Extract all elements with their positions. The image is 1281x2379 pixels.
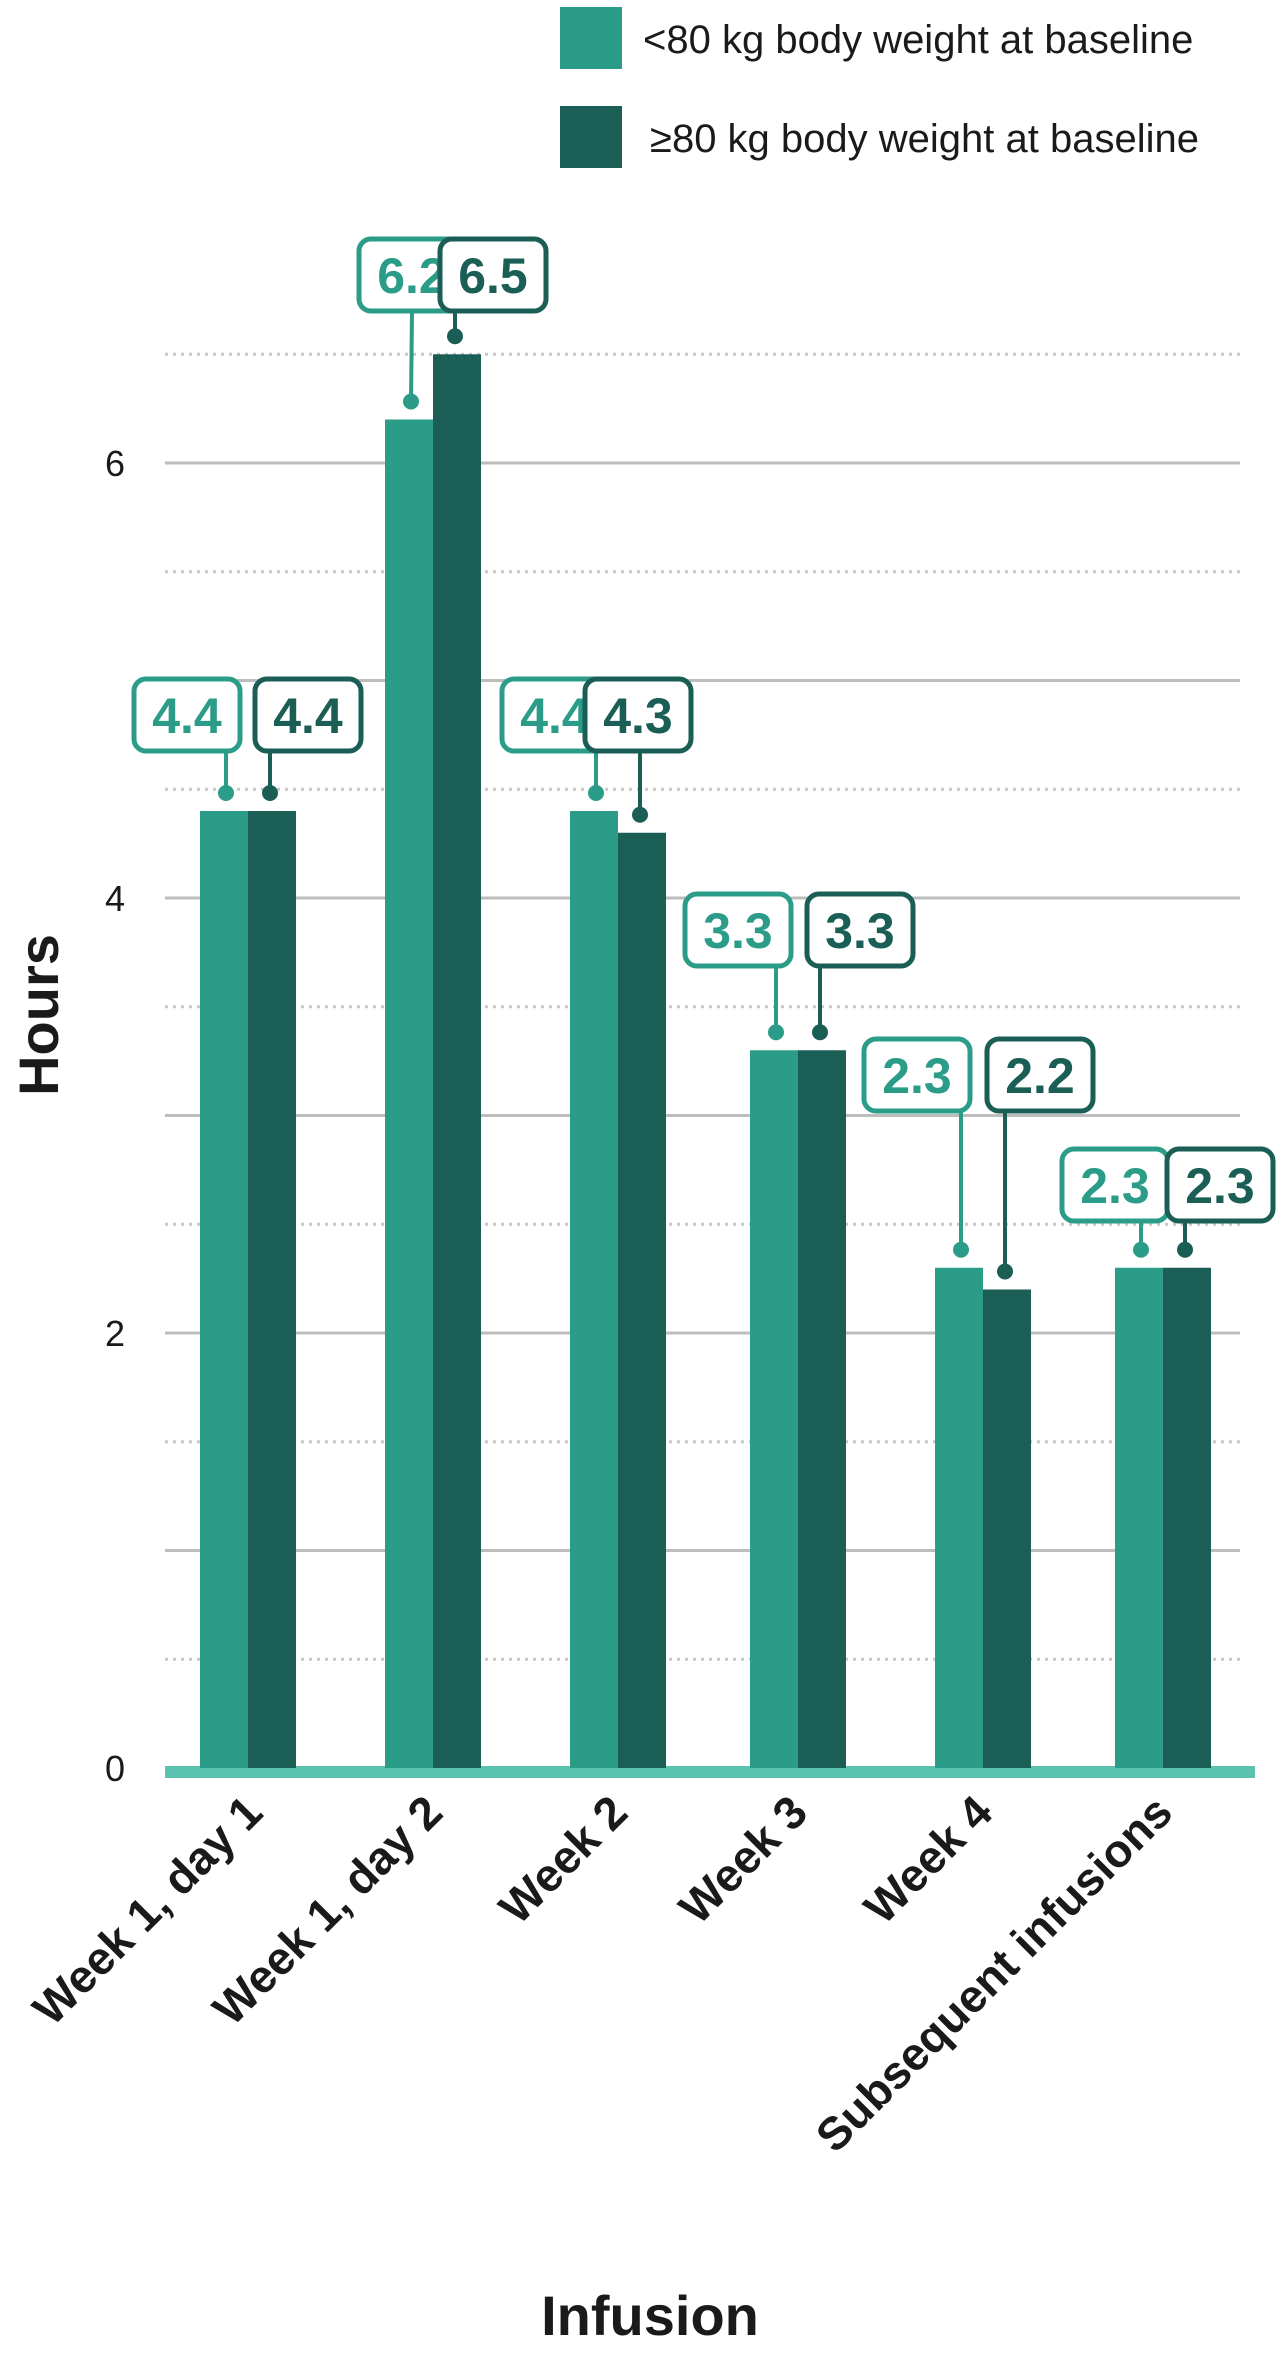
y-tick-label: 4 [105, 878, 125, 919]
x-category-label: Week 2 [489, 1785, 637, 1933]
legend-item-series-1: <80 kg body weight at baseline [560, 7, 1193, 69]
bar-series-1-4 [750, 1050, 798, 1768]
data-labels: 4.46.24.43.32.32.34.46.54.33.32.22.3 [131, 236, 1276, 1280]
data-label: 2.3 [1080, 1158, 1150, 1214]
legend-swatch-series-1 [560, 7, 622, 69]
grid-lines [165, 352, 1255, 1778]
data-label-box [252, 676, 364, 754]
data-label-box [682, 891, 794, 969]
data-label-box [582, 676, 694, 754]
bar-series-1-5 [935, 1267, 983, 1768]
label-leader-dot [632, 806, 648, 823]
x-category-label: Week 4 [854, 1785, 1003, 1934]
bar-series-2-6 [1163, 1267, 1211, 1768]
bars [200, 354, 1211, 1768]
label-leader-dot [997, 1263, 1013, 1280]
label-leader-dot [1133, 1241, 1149, 1258]
legend: <80 kg body weight at baseline ≥80 kg bo… [560, 7, 1199, 168]
data-label: 4.4 [152, 688, 222, 744]
legend-item-series-2: ≥80 kg body weight at baseline [560, 106, 1199, 168]
bar-series-2-5 [983, 1289, 1031, 1768]
data-label: 2.3 [1185, 1158, 1255, 1214]
bar-series-1-2 [385, 419, 433, 1768]
data-label: 6.2 [377, 248, 447, 304]
data-label-box [1164, 1146, 1276, 1224]
label-leader-dot [1177, 1241, 1193, 1258]
y-axis-ticks: 0 2 4 6 [105, 443, 125, 1789]
bar-series-1-1 [200, 811, 248, 1768]
data-label: 4.3 [603, 688, 673, 744]
data-label: 3.3 [703, 903, 773, 959]
legend-swatch-series-2 [560, 106, 622, 168]
y-tick-label: 6 [105, 443, 125, 484]
bar-series-2-4 [798, 1050, 846, 1768]
data-label: 6.5 [458, 248, 528, 304]
legend-label-series-2: ≥80 kg body weight at baseline [650, 117, 1199, 161]
x-axis-title: Infusion [541, 2284, 759, 2347]
y-tick-label: 2 [105, 1313, 125, 1354]
label-leader-dot [262, 785, 278, 801]
x-category-label: Week 3 [669, 1785, 817, 1933]
data-label-box [804, 891, 916, 969]
y-tick-label: 0 [105, 1748, 125, 1789]
label-leader-dot [447, 328, 463, 345]
label-leader-dot [768, 1024, 784, 1041]
data-label: 2.2 [1005, 1048, 1075, 1104]
label-leader-dot [588, 785, 604, 801]
x-category-label: Subsequent infusions [806, 1785, 1183, 2162]
bar-series-1-3 [570, 811, 618, 1768]
bar-series-1-6 [1115, 1267, 1163, 1768]
label-leader-dot [953, 1241, 969, 1258]
bar-series-2-2 [433, 354, 481, 1768]
legend-label-series-1: <80 kg body weight at baseline [643, 18, 1193, 62]
label-leader-dot [403, 393, 419, 410]
x-axis-line [165, 1766, 1255, 1778]
label-leader-dot [218, 785, 234, 801]
data-label: 2.3 [882, 1048, 952, 1104]
data-label: 3.3 [825, 903, 895, 959]
y-axis-title: Hours [7, 934, 70, 1096]
data-label: 4.4 [273, 688, 343, 744]
data-label-box [861, 1036, 973, 1114]
data-label-box [437, 236, 549, 314]
bar-series-2-3 [618, 832, 666, 1768]
bar-series-2-1 [248, 811, 296, 1768]
label-leader-dot [812, 1024, 828, 1041]
data-label-box [131, 676, 243, 754]
label-leader-line [409, 310, 414, 402]
data-label-box [984, 1036, 1096, 1114]
data-label: 4.4 [520, 688, 590, 744]
